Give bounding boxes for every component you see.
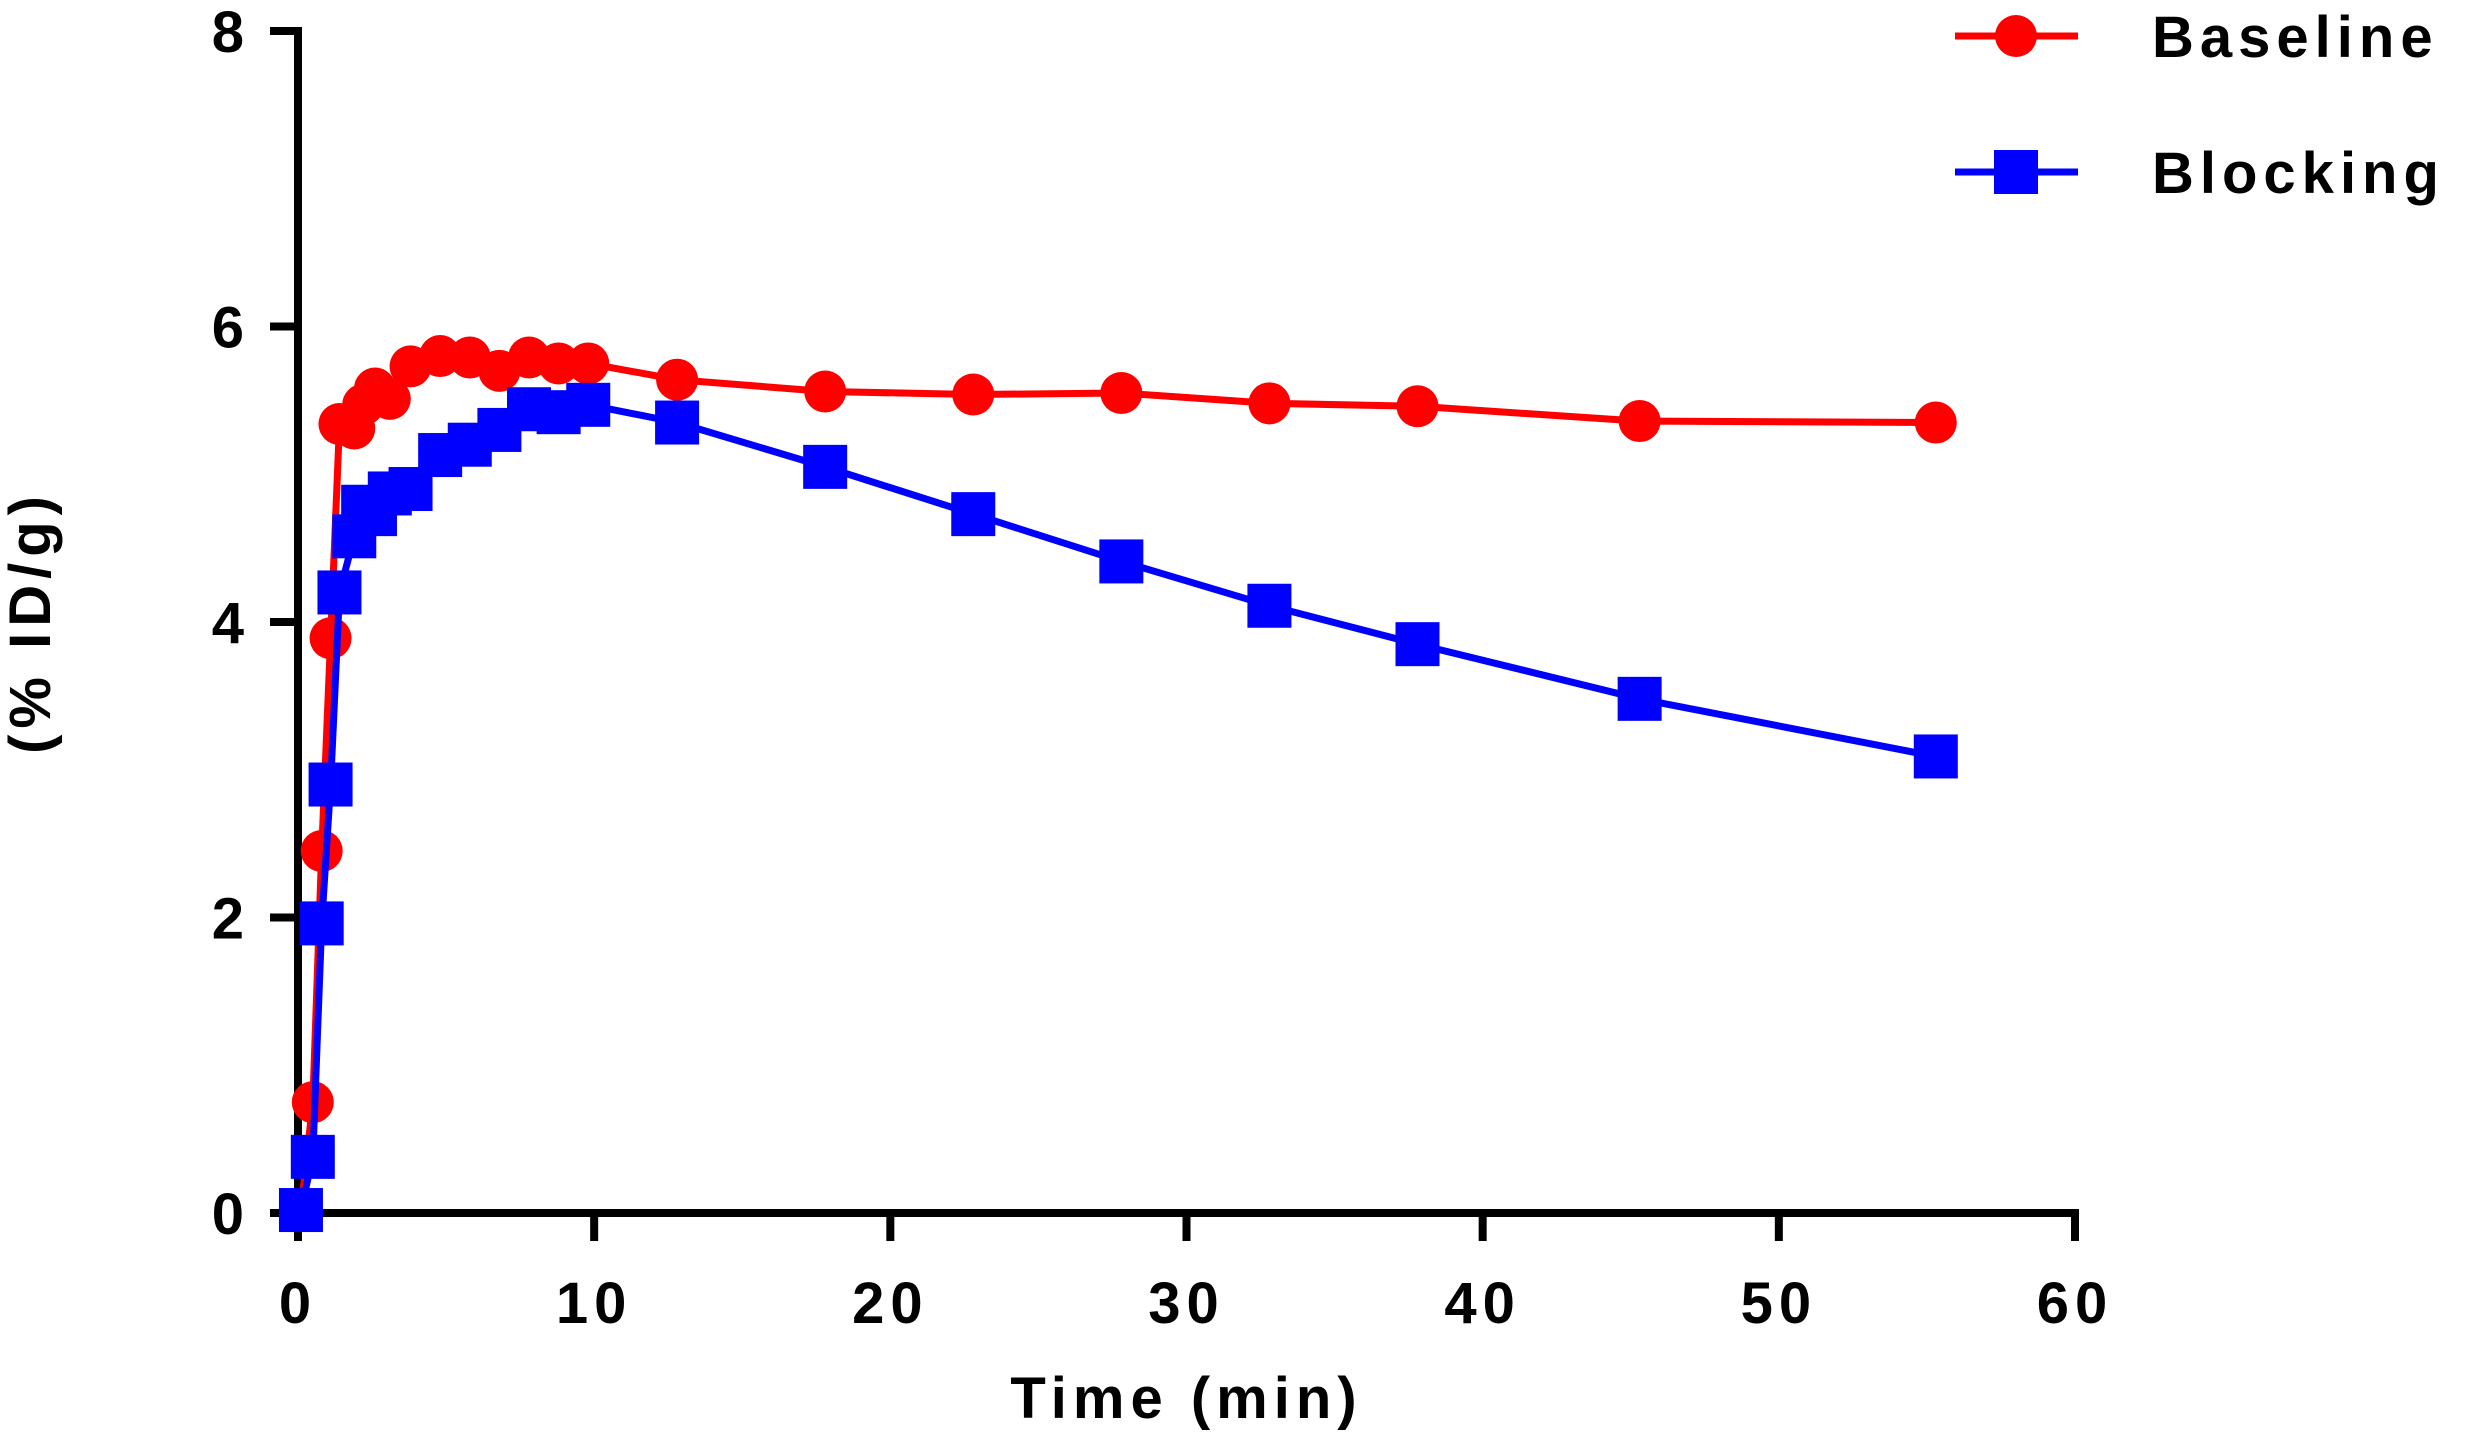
series-layer <box>278 335 1958 1233</box>
data-point <box>537 342 580 385</box>
data-point <box>308 762 353 807</box>
data-point <box>419 335 462 378</box>
x-tick-label: 10 <box>556 1271 633 1336</box>
data-point <box>1100 371 1143 414</box>
data-point <box>566 382 611 427</box>
series-baseline <box>279 335 1957 1232</box>
series-blocking <box>278 382 1958 1233</box>
legend-label: Baseline <box>2152 5 2439 70</box>
legend-label: Blocking <box>2152 141 2445 206</box>
data-point <box>300 830 343 873</box>
data-point <box>317 570 362 615</box>
x-tick-label: 30 <box>1148 1271 1225 1336</box>
data-point <box>299 901 344 946</box>
data-point <box>803 444 848 489</box>
x-tick-label: 20 <box>852 1271 929 1336</box>
series-line-blocking <box>297 401 1937 1211</box>
legend-marker <box>1995 15 2037 57</box>
data-point <box>951 492 996 537</box>
data-point <box>804 370 847 413</box>
data-point <box>952 373 995 416</box>
data-point <box>655 400 700 445</box>
x-tick-label: 60 <box>2037 1271 2114 1336</box>
data-point <box>368 377 411 420</box>
data-point <box>656 358 699 401</box>
data-point <box>278 1188 323 1233</box>
y-ticks: 0 2 4 6 8 <box>212 0 298 1247</box>
y-tick-label: 0 <box>212 1182 250 1247</box>
legend-item-baseline: Baseline <box>1955 5 2439 70</box>
x-ticks: 0 10 20 30 40 50 60 <box>279 1213 2114 1336</box>
x-tick-label: 50 <box>1741 1271 1818 1336</box>
data-point <box>1247 583 1292 628</box>
data-point <box>1248 382 1291 425</box>
data-point <box>1914 401 1957 444</box>
data-point <box>309 617 352 660</box>
y-tick-label: 2 <box>212 887 250 952</box>
legend-marker <box>1994 150 2038 194</box>
data-point <box>1913 734 1958 779</box>
data-point <box>290 1134 335 1179</box>
data-point <box>1618 400 1661 443</box>
y-tick-label: 4 <box>212 591 250 656</box>
x-axis-title: Time (min) <box>1010 1366 1362 1431</box>
data-point <box>1395 622 1440 667</box>
data-point <box>1396 385 1439 428</box>
data-point <box>1617 676 1662 721</box>
x-tick-label: 40 <box>1444 1271 1521 1336</box>
legend: Baseline Blocking <box>1955 5 2445 206</box>
axes: 0 10 20 30 40 50 60 0 2 4 6 8 <box>212 0 2114 1336</box>
x-tick-label: 0 <box>279 1271 317 1336</box>
y-axis-title: (% ID/g) <box>0 490 63 754</box>
data-point <box>567 342 610 385</box>
y-tick-label: 6 <box>212 296 250 361</box>
y-tick-label: 8 <box>212 0 250 65</box>
series-line-baseline <box>297 352 1936 1211</box>
data-point <box>1099 539 1144 584</box>
legend-item-blocking: Blocking <box>1955 141 2445 206</box>
